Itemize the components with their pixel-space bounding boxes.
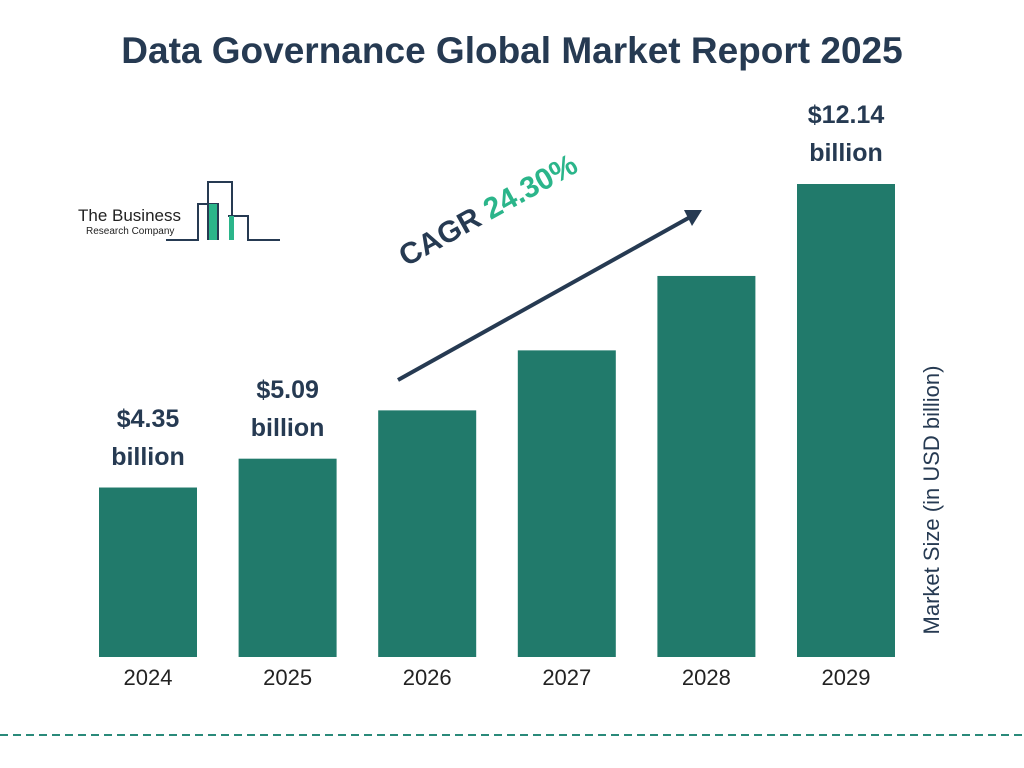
bar xyxy=(517,350,616,657)
x-tick-label: 2026 xyxy=(402,665,452,690)
bar xyxy=(657,275,756,657)
x-tick-label: 2025 xyxy=(263,665,313,690)
cagr-arrow xyxy=(397,214,693,382)
logo-icon xyxy=(166,181,280,241)
cagr-arrowhead xyxy=(684,210,702,226)
x-tick-label: 2029 xyxy=(821,665,871,690)
bar xyxy=(238,458,337,657)
bar xyxy=(797,184,895,657)
value-label: $5.09 billion xyxy=(250,375,325,442)
bar xyxy=(378,410,477,657)
x-tick-label: 2027 xyxy=(542,665,592,690)
bar xyxy=(99,487,197,657)
value-label: $4.35 billion xyxy=(111,404,185,471)
chart-title: Data Governance Global Market Report 202… xyxy=(121,30,903,71)
logo-subtext: Research Company xyxy=(86,226,175,237)
x-tick-label: 2024 xyxy=(123,665,173,690)
x-tick-label: 2028 xyxy=(681,665,731,690)
value-label: $12.14 billion xyxy=(807,101,885,167)
logo-text: The Business xyxy=(78,206,181,225)
y-axis-label: Market Size (in USD billion) xyxy=(919,365,944,635)
